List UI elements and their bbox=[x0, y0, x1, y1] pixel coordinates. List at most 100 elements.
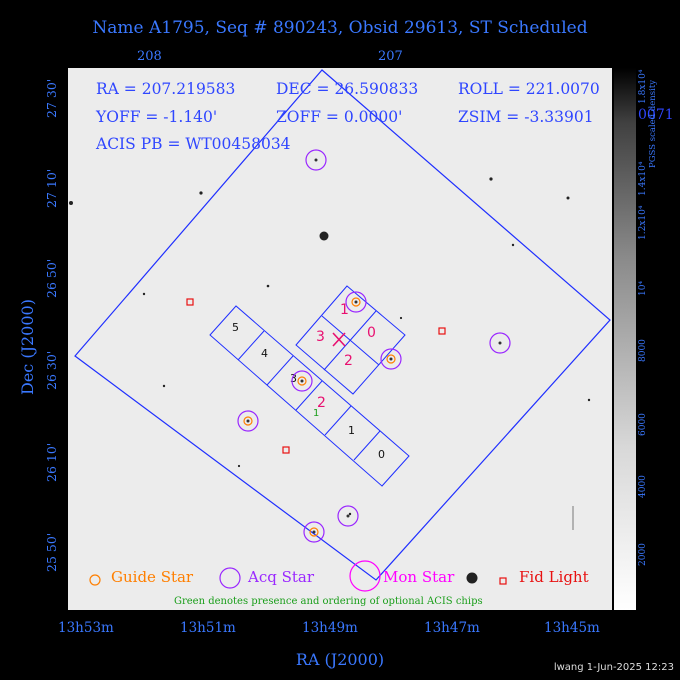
star bbox=[266, 284, 270, 288]
guide-star-circle bbox=[309, 527, 319, 537]
i-chip-label: 0 bbox=[367, 325, 376, 341]
acis-pb-readout: ACIS PB = WT00458034 bbox=[96, 135, 291, 153]
chip-divider bbox=[353, 430, 381, 461]
s-chip-label: 0 bbox=[378, 448, 385, 461]
star bbox=[199, 191, 203, 195]
fov-outline bbox=[74, 69, 611, 581]
optional-chips-note: Green denotes presence and ordering of o… bbox=[174, 596, 483, 607]
zsim-overflow: 0071 bbox=[638, 107, 674, 123]
star bbox=[566, 196, 570, 200]
bright-star bbox=[466, 572, 478, 584]
top-tick-208: 208 bbox=[137, 49, 162, 64]
x-tick: 13h49m bbox=[302, 620, 358, 636]
colorbar-tick: 1.2x10⁴ bbox=[638, 205, 648, 240]
acq-stars bbox=[237, 149, 511, 543]
acq-star-circle bbox=[380, 348, 402, 370]
y-tick: 26 10' bbox=[44, 442, 59, 482]
s-chip-label: 3 bbox=[290, 372, 297, 385]
x-axis-label: RA (J2000) bbox=[295, 650, 385, 669]
catalog-stars bbox=[246, 158, 502, 534]
fid-lights bbox=[186, 298, 446, 454]
acis-s-outline bbox=[209, 305, 410, 487]
chip-labels: 5 4 3 1 0 1 1 0 3 2 2 bbox=[232, 302, 385, 461]
legend-acq-symbol bbox=[219, 567, 241, 589]
i-chip-label: 1 bbox=[340, 302, 349, 318]
y-tick: 25 50' bbox=[44, 532, 59, 572]
roll-readout: ROLL = 221.0070 bbox=[458, 80, 600, 98]
star bbox=[587, 398, 591, 402]
guide-star-circle bbox=[351, 297, 361, 307]
y-tick: 26 50' bbox=[44, 258, 59, 298]
chip-divider bbox=[237, 330, 265, 361]
timestamp-stamp: lwang 1-Jun-2025 12:23 bbox=[553, 662, 674, 673]
fid-light bbox=[282, 446, 290, 454]
s-chip-label: 5 bbox=[232, 321, 239, 334]
aimpoint-marker bbox=[332, 332, 346, 347]
x-tick: 13h47m bbox=[424, 620, 480, 636]
bright-star bbox=[319, 231, 329, 241]
acq-star-circle bbox=[237, 410, 259, 432]
colorbar-tick: 6000 bbox=[638, 413, 648, 436]
legend-symbols bbox=[89, 560, 507, 592]
dec-readout: DEC = 26.590833 bbox=[276, 80, 419, 98]
chip-divider bbox=[324, 405, 352, 436]
yoff-readout: YOFF = -1.140' bbox=[96, 108, 218, 126]
plot-title: Name A1795, Seq # 890243, Obsid 29613, S… bbox=[92, 18, 588, 38]
star bbox=[69, 201, 73, 205]
legend-fid-label: Fid Light bbox=[519, 568, 589, 586]
sky-field-image: 5 4 3 1 0 1 1 0 3 2 2 bbox=[68, 68, 612, 610]
chip-divider bbox=[266, 355, 294, 386]
legend-mon-symbol bbox=[349, 560, 381, 592]
colorbar-tick: 10⁴ bbox=[638, 280, 648, 296]
star bbox=[489, 177, 493, 181]
y-tick: 27 30' bbox=[44, 78, 59, 118]
legend-mon-label: Mon Star bbox=[383, 568, 455, 586]
legend-acq-label: Acq Star bbox=[248, 568, 315, 586]
colorbar-tick: 8000 bbox=[638, 339, 648, 362]
field-stars bbox=[69, 177, 591, 584]
i-chip-label: 3 bbox=[316, 329, 325, 345]
star bbox=[348, 512, 352, 516]
star bbox=[142, 292, 146, 296]
colorbar-tick: 1.4x10⁴ bbox=[638, 161, 648, 196]
star bbox=[162, 384, 166, 388]
colorbar-title: PGSS scaled density bbox=[648, 79, 658, 168]
optional-chip-label: 1 bbox=[313, 408, 319, 419]
acq-star-circle bbox=[291, 370, 313, 392]
fid-light bbox=[438, 327, 446, 335]
acq-star-circle bbox=[489, 332, 511, 354]
x-tick: 13h51m bbox=[180, 620, 236, 636]
colorbar-tick: 1.8x10⁴ bbox=[638, 69, 648, 104]
zoff-readout: ZOFF = 0.0000' bbox=[276, 108, 403, 126]
s-chip-label: 1 bbox=[348, 424, 355, 437]
y-tick: 27 10' bbox=[44, 168, 59, 208]
acis-i-outline bbox=[295, 285, 406, 395]
top-tick-207: 207 bbox=[378, 49, 403, 64]
legend-guide-symbol bbox=[89, 574, 101, 586]
acis-s-chips bbox=[209, 305, 410, 487]
chip-divider bbox=[321, 315, 380, 366]
zsim-readout: ZSIM = -3.33901 bbox=[458, 108, 594, 126]
colorbar-tick: 4000 bbox=[638, 475, 648, 498]
colorbar bbox=[614, 68, 636, 610]
i-chip-label: 2 bbox=[317, 395, 326, 411]
acis-i-chips bbox=[295, 285, 406, 395]
i-chip-label: 2 bbox=[344, 353, 353, 369]
legend-fid-symbol bbox=[499, 577, 507, 585]
guide-star-circle bbox=[243, 416, 253, 426]
acq-star-circle bbox=[345, 291, 367, 313]
colorbar-tick: 2000 bbox=[638, 543, 648, 566]
field-overlay: 5 4 3 1 0 1 1 0 3 2 2 bbox=[69, 69, 611, 592]
acq-star-circle bbox=[303, 521, 325, 543]
star bbox=[237, 464, 241, 468]
y-tick: 26 30' bbox=[44, 350, 59, 390]
star bbox=[399, 316, 403, 320]
ra-readout: RA = 207.219583 bbox=[96, 80, 236, 98]
acq-star-circle bbox=[337, 505, 359, 527]
legend-guide-label: Guide Star bbox=[111, 568, 194, 586]
x-tick: 13h53m bbox=[58, 620, 114, 636]
chip-divider bbox=[295, 380, 323, 411]
fid-light bbox=[186, 298, 194, 306]
guide-star-circle bbox=[297, 376, 307, 386]
acq-star-circle bbox=[305, 149, 327, 171]
